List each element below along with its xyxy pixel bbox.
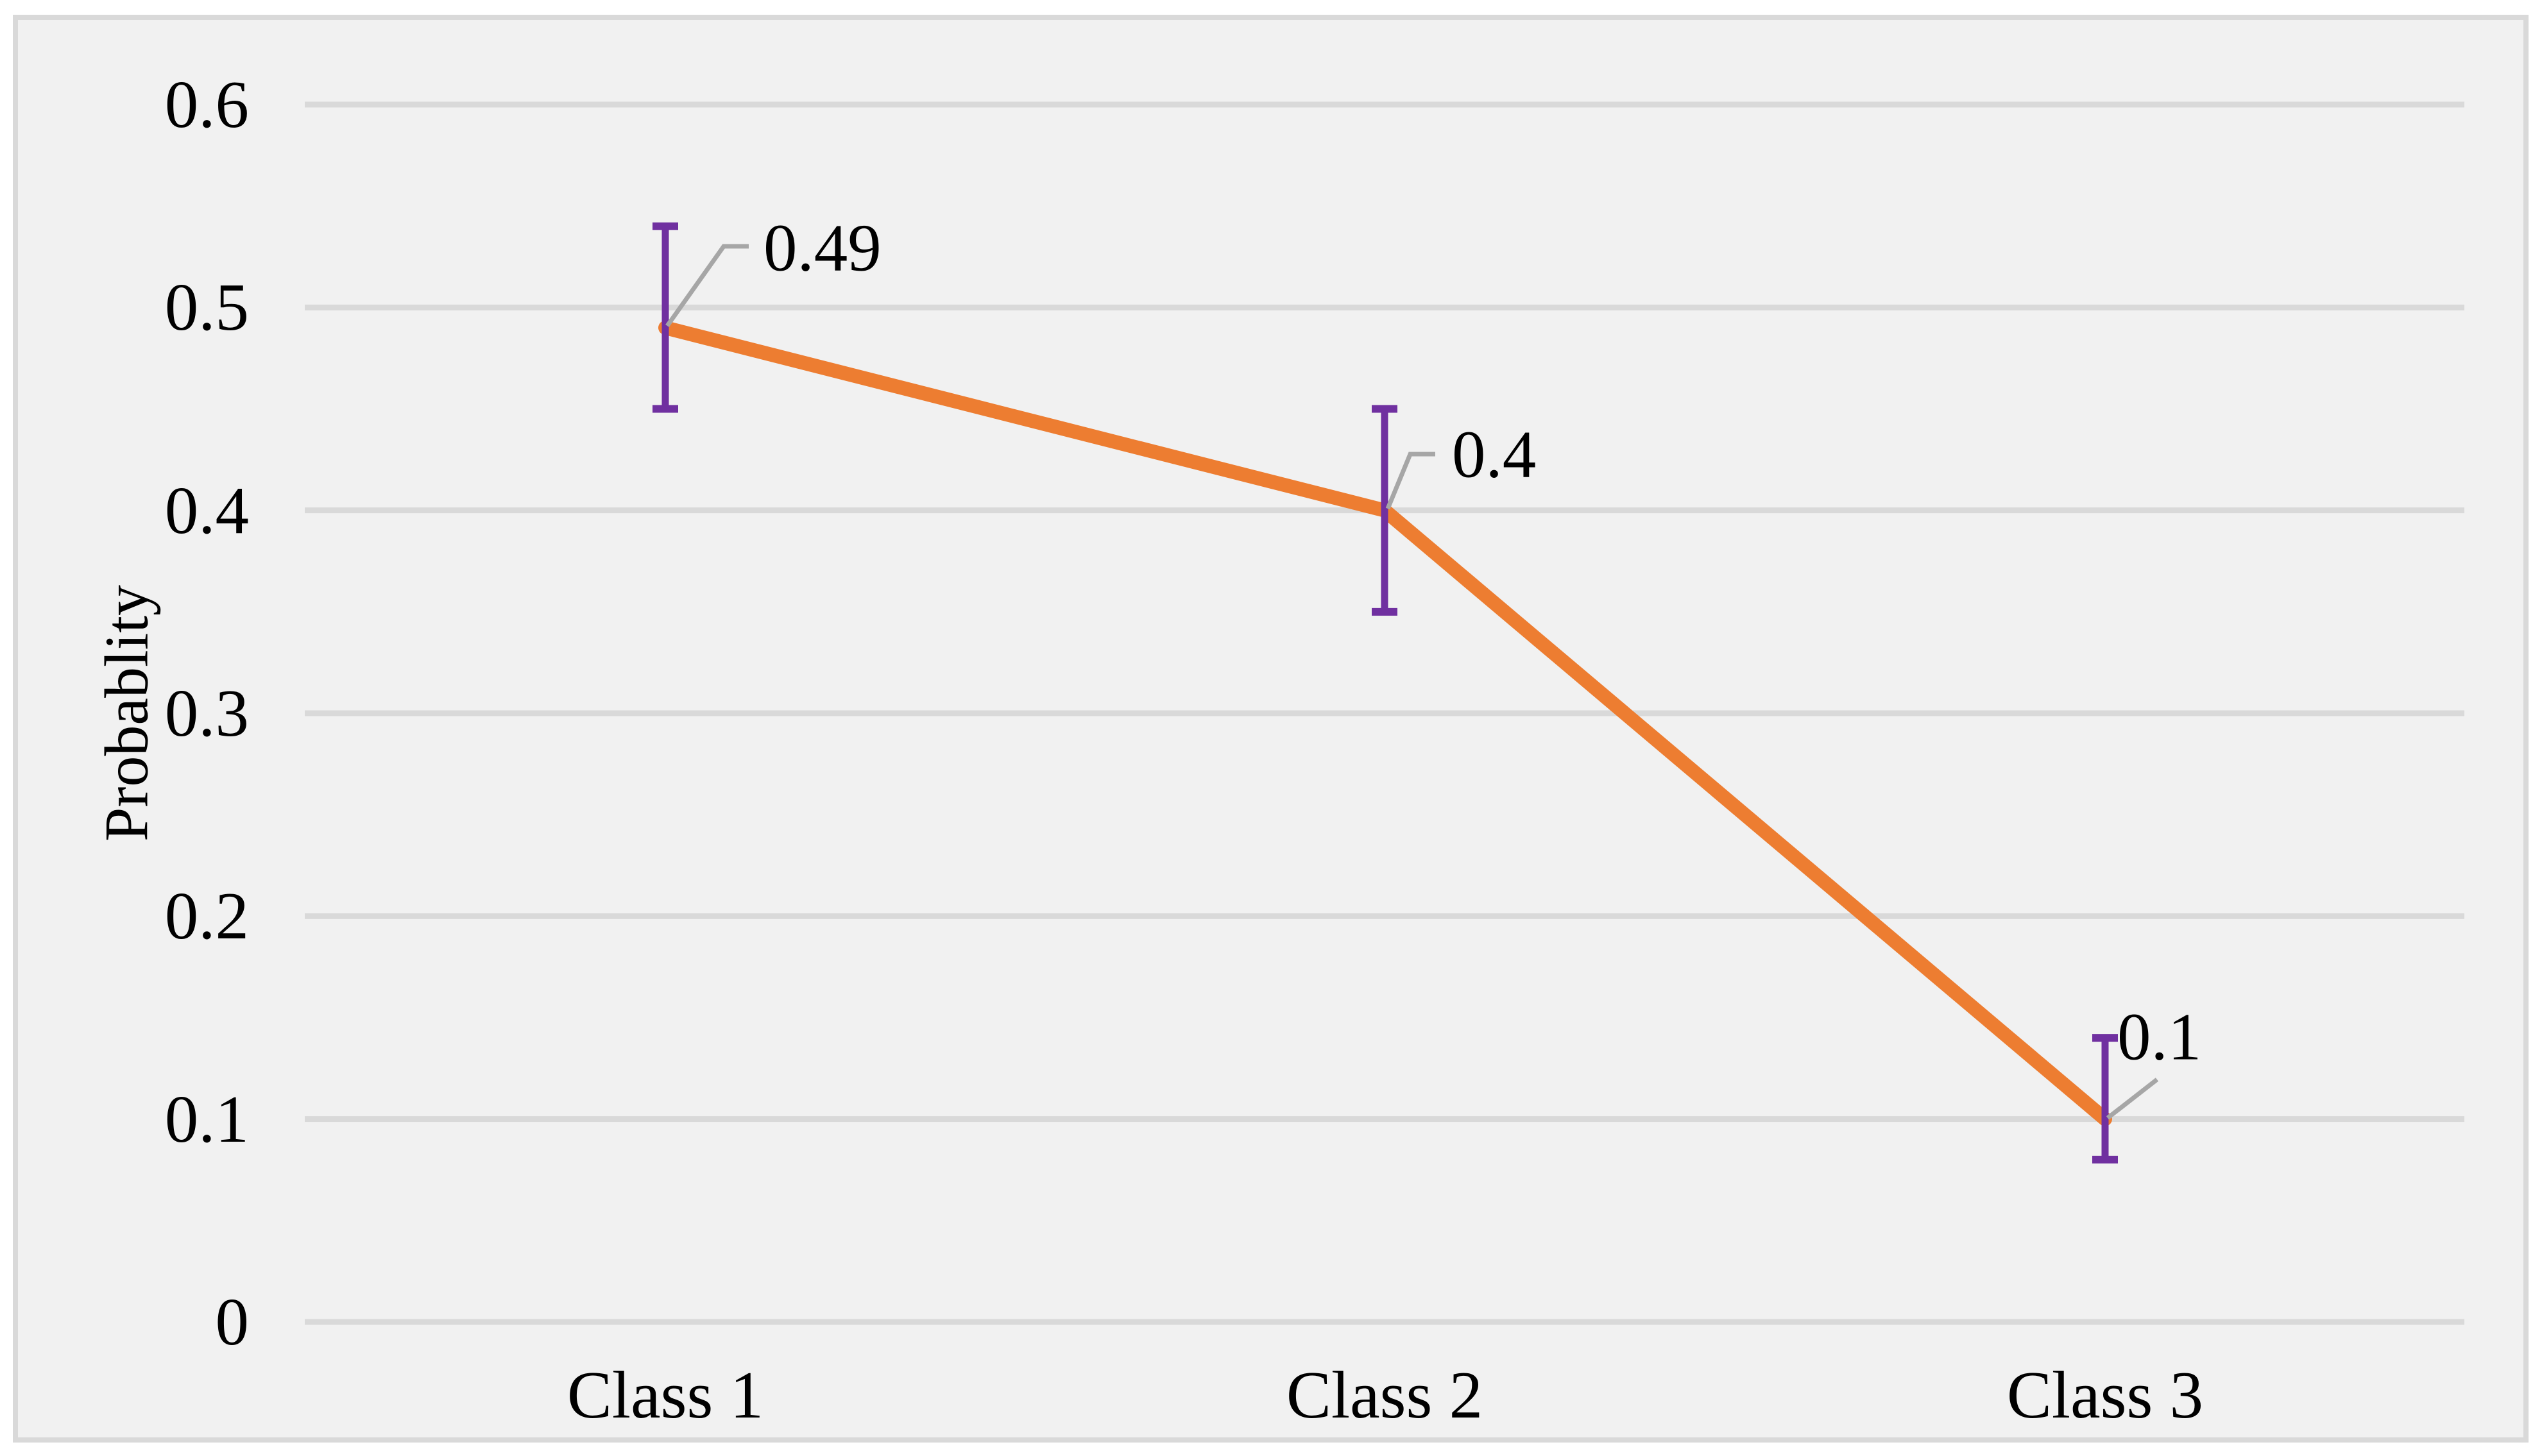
y-tick-label: 0.2 bbox=[164, 878, 249, 954]
data-label: 0.1 bbox=[2117, 999, 2202, 1074]
data-label-leader-lines bbox=[665, 244, 2159, 1120]
error-bars bbox=[653, 222, 2118, 1164]
plot-area-frame bbox=[13, 15, 2529, 1443]
data-label-leader bbox=[1385, 452, 1435, 510]
gridlines bbox=[305, 101, 2464, 1325]
data-label-leader bbox=[2106, 1078, 2159, 1120]
data-label: 0.4 bbox=[1452, 416, 1537, 492]
y-tick-label: 0.1 bbox=[164, 1081, 249, 1156]
data-label: 0.49 bbox=[763, 210, 882, 285]
y-tick-label: 0.6 bbox=[164, 67, 249, 142]
x-category-label: Class 3 bbox=[2006, 1357, 2204, 1432]
data-label-leader bbox=[665, 244, 749, 328]
x-category-label: Class 1 bbox=[567, 1357, 764, 1432]
y-tick-label: 0.5 bbox=[164, 269, 249, 345]
x-category-label: Class 2 bbox=[1286, 1357, 1483, 1432]
y-axis-title: Probablity bbox=[92, 585, 161, 842]
y-tick-label: 0.4 bbox=[164, 472, 249, 548]
y-tick-label: 0 bbox=[215, 1284, 250, 1359]
y-tick-label: 0.3 bbox=[164, 675, 249, 750]
